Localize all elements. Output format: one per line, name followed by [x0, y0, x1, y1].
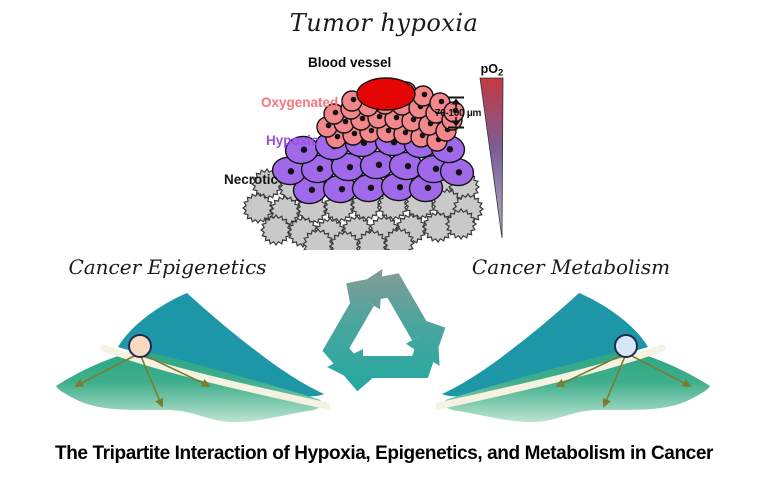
blood-vessel-label: Blood vessel	[308, 55, 392, 70]
trajectory-arrows	[555, 353, 692, 408]
white-path	[100, 344, 330, 411]
figure-top-title: Tumor hypoxia	[289, 9, 479, 37]
hypoxic-label: Hypoxic	[266, 133, 319, 148]
recycle-icon	[322, 269, 446, 392]
po2-gradient-wedge	[479, 77, 504, 239]
metabolism-title: Cancer Metabolism	[471, 255, 671, 279]
oxygenated-label: Oxygenated	[261, 95, 339, 110]
epigenetics-landscape	[56, 293, 330, 423]
figure-caption: The Tripartite Interaction of Hypoxia, E…	[55, 443, 713, 464]
distance-marker	[448, 96, 464, 129]
state-ball	[128, 334, 152, 358]
po2-label: pO2	[481, 62, 504, 79]
distance-label: 70-100 μm	[435, 108, 482, 119]
state-ball	[614, 334, 638, 358]
foreground-slope	[443, 350, 710, 423]
epigenetics-title: Cancer Epigenetics	[68, 255, 267, 279]
blood-vessel-shape	[356, 77, 416, 111]
white-path	[436, 344, 666, 411]
mountain-shape	[118, 293, 324, 397]
metabolism-landscape	[436, 293, 710, 423]
trajectory-arrows	[74, 353, 211, 408]
mountain-shape	[442, 293, 648, 397]
foreground-slope	[56, 350, 323, 423]
necrotic-label: Necrotic	[224, 172, 279, 187]
tumor-hypoxia-diagram: 70-100 μm pO2	[242, 62, 504, 250]
